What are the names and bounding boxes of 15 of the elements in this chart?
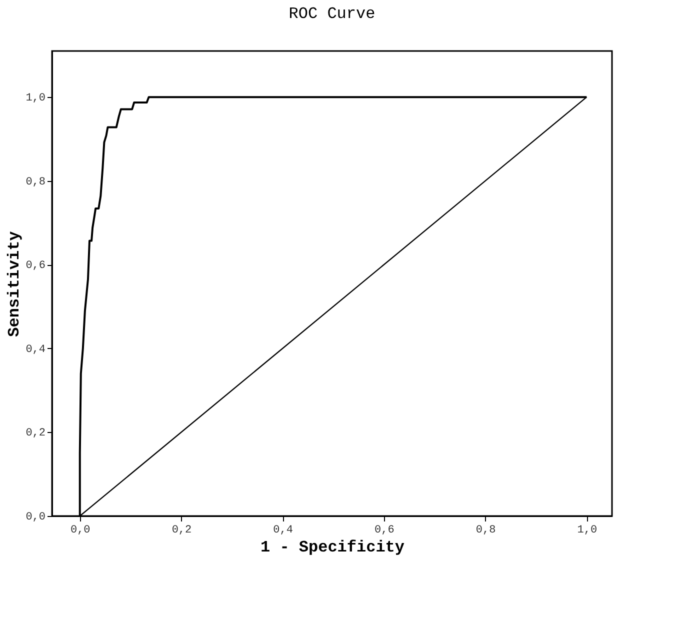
y-axis-title: Sensitivity	[6, 230, 24, 337]
x-tick-label: 0,0	[70, 524, 90, 536]
x-axis-title: 1 - Specificity	[260, 538, 405, 556]
chart-title: ROC Curve	[288, 5, 376, 23]
y-tick-label: 1,0	[26, 92, 46, 105]
y-tick-label: 0,2	[26, 428, 46, 440]
x-tick-label: 0,4	[273, 524, 294, 536]
y-tick-label: 0,8	[26, 176, 46, 188]
x-tick-label: 0,8	[476, 524, 496, 536]
x-tick-label: 0,6	[374, 524, 394, 536]
y-tick-label: 0,6	[26, 260, 46, 272]
y-tick-label: 0,0	[26, 512, 46, 524]
y-tick-label: 0,4	[26, 344, 46, 356]
x-tick-label: 1,0	[577, 524, 598, 536]
x-tick-label: 0,2	[172, 524, 192, 536]
